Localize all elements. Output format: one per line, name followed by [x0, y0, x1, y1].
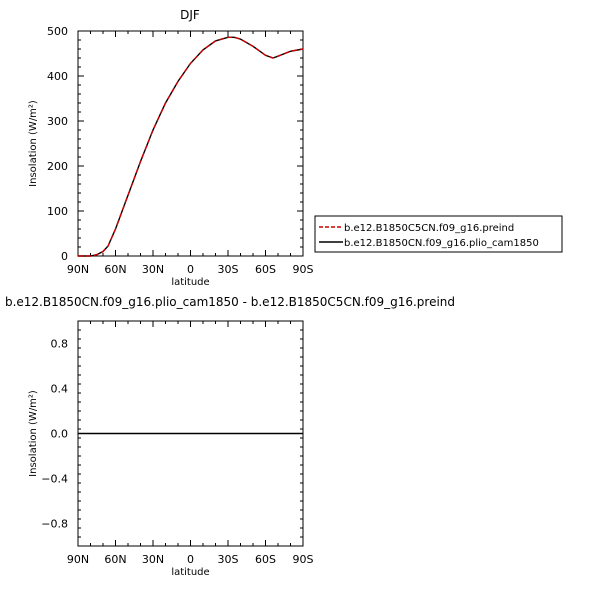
- y-tick-label: 0.8: [51, 338, 69, 351]
- y-tick-label: 200: [47, 160, 68, 173]
- y-tick-label: 400: [47, 70, 68, 83]
- x-tick-label: 60N: [104, 263, 126, 276]
- x-tick-label: 60N: [104, 553, 126, 566]
- x-tick-label: 0: [187, 553, 194, 566]
- x-tick-label: 90S: [293, 553, 314, 566]
- y-axis-label-0: Insolation (W/m²): [28, 100, 39, 187]
- y-tick-label: −0.4: [41, 473, 68, 486]
- legend-box: [314, 215, 563, 253]
- y-tick-label: 500: [47, 25, 68, 38]
- x-tick-label: 30S: [218, 263, 239, 276]
- x-tick-label: 60S: [255, 553, 276, 566]
- legend-label-0: b.e12.B1850C5CN.f09_g16.preind: [344, 223, 514, 234]
- difference-panel: b.e12.B1850CN.f09_g16.plio_cam1850 - b.e…: [5, 295, 455, 578]
- y-tick-label: 0.0: [51, 428, 69, 441]
- legend-label-1: b.e12.B1850CN.f09_g16.plio_cam1850: [344, 238, 539, 249]
- x-tick-label: 90S: [293, 263, 314, 276]
- y-tick-label: 0: [61, 250, 68, 263]
- y-tick-label: −0.8: [41, 518, 68, 531]
- legend: b.e12.B1850C5CN.f09_g16.preind b.e12.B185…: [314, 215, 563, 253]
- x-tick-label: 60S: [255, 263, 276, 276]
- x-tick-label: 30N: [142, 263, 164, 276]
- x-tick-label: 0: [187, 263, 194, 276]
- plot-frame-0: [77, 30, 304, 257]
- x-tick-label: 30N: [142, 553, 164, 566]
- y-tick-label: 300: [47, 115, 68, 128]
- series-line-0-0: [78, 36, 304, 257]
- x-tick-label: 30S: [218, 553, 239, 566]
- x-axis-label-0: latitude: [171, 277, 209, 288]
- series-line-0-1: [78, 36, 304, 257]
- x-tick-label: 90N: [67, 263, 89, 276]
- y-axis-label-1: Insolation (W/m²): [28, 390, 39, 477]
- chart-title-1: b.e12.B1850CN.f09_g16.plio_cam1850 - b.e…: [5, 295, 455, 309]
- y-tick-label: 100: [47, 205, 68, 218]
- x-tick-label: 90N: [67, 553, 89, 566]
- chart-title-0: DJF: [180, 8, 200, 22]
- x-axis-label-1: latitude: [171, 567, 209, 578]
- y-tick-label: 0.4: [51, 383, 69, 396]
